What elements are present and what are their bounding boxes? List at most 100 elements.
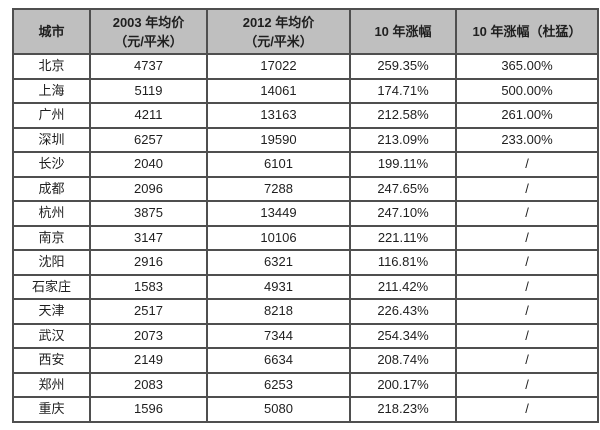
value-cell: /: [455, 200, 599, 227]
value-cell: 6257: [89, 126, 208, 153]
value-cell: 254.34%: [349, 322, 457, 349]
header-row: 城市 2003 年均价 （元/平米） 2012 年均价 （元/平米） 10 年涨幅 10 年…: [12, 8, 599, 55]
value-cell: 3875: [89, 200, 208, 227]
value-cell: /: [455, 224, 599, 251]
city-cell: 长沙: [12, 151, 91, 178]
value-cell: 259.35%: [349, 53, 457, 80]
city-cell: 沈阳: [12, 249, 91, 276]
city-cell: 广州: [12, 102, 91, 129]
column-header-line: 2003 年均价: [112, 14, 185, 30]
column-header-line: （元/平米）: [114, 33, 183, 49]
value-cell: 6634: [206, 347, 351, 374]
table-row: 广州 4211 13163 212.58% 261.00%: [12, 102, 599, 129]
value-cell: 2517: [89, 298, 208, 325]
value-cell: /: [455, 298, 599, 325]
value-cell: 7288: [206, 175, 351, 202]
table-row: 郑州 2083 6253 200.17% /: [12, 371, 599, 398]
column-header-2: 2003 年均价 （元/平米）: [89, 8, 208, 55]
city-cell: 天津: [12, 298, 91, 325]
value-cell: 212.58%: [349, 102, 457, 129]
city-cell: 南京: [12, 224, 91, 251]
column-header-line: 10 年涨幅（杜猛）: [472, 24, 582, 39]
column-header-line: 城市: [38, 24, 65, 39]
value-cell: 2149: [89, 347, 208, 374]
value-cell: /: [455, 347, 599, 374]
city-cell: 杭州: [12, 200, 91, 227]
value-cell: 199.11%: [349, 151, 457, 178]
value-cell: 2083: [89, 371, 208, 398]
value-cell: 19590: [206, 126, 351, 153]
value-cell: 208.74%: [349, 347, 457, 374]
value-cell: 174.71%: [349, 77, 457, 104]
value-cell: /: [455, 371, 599, 398]
value-cell: 500.00%: [455, 77, 599, 104]
table-row: 重庆 1596 5080 218.23% /: [12, 396, 599, 423]
value-cell: 2073: [89, 322, 208, 349]
value-cell: 226.43%: [349, 298, 457, 325]
value-cell: 17022: [206, 53, 351, 80]
city-cell: 北京: [12, 53, 91, 80]
value-cell: /: [455, 396, 599, 423]
table-row: 长沙 2040 6101 199.11% /: [12, 151, 599, 178]
table-row: 北京 4737 17022 259.35% 365.00%: [12, 53, 599, 80]
city-price-table: 城市 2003 年均价 （元/平米） 2012 年均价 （元/平米） 10 年涨幅 10 年…: [12, 8, 599, 423]
city-cell: 石家庄: [12, 273, 91, 300]
value-cell: 10106: [206, 224, 351, 251]
city-cell: 西安: [12, 347, 91, 374]
value-cell: 211.42%: [349, 273, 457, 300]
value-cell: 3147: [89, 224, 208, 251]
column-header-line: 2012 年均价: [242, 14, 315, 30]
value-cell: 4737: [89, 53, 208, 80]
value-cell: 213.09%: [349, 126, 457, 153]
value-cell: 8218: [206, 298, 351, 325]
value-cell: 261.00%: [455, 102, 599, 129]
value-cell: 2916: [89, 249, 208, 276]
table-row: 石家庄 1583 4931 211.42% /: [12, 273, 599, 300]
value-cell: 7344: [206, 322, 351, 349]
column-header-line: （元/平米）: [244, 33, 313, 49]
value-cell: /: [455, 322, 599, 349]
value-cell: 6253: [206, 371, 351, 398]
value-cell: 6101: [206, 151, 351, 178]
value-cell: 5119: [89, 77, 208, 104]
value-cell: 1583: [89, 273, 208, 300]
value-cell: 4211: [89, 102, 208, 129]
value-cell: /: [455, 175, 599, 202]
value-cell: 218.23%: [349, 396, 457, 423]
city-cell: 郑州: [12, 371, 91, 398]
table-row: 成都 2096 7288 247.65% /: [12, 175, 599, 202]
value-cell: 221.11%: [349, 224, 457, 251]
city-cell: 深圳: [12, 126, 91, 153]
value-cell: 200.17%: [349, 371, 457, 398]
table-row: 深圳 6257 19590 213.09% 233.00%: [12, 126, 599, 153]
value-cell: /: [455, 273, 599, 300]
price-table-container: 城市 2003 年均价 （元/平米） 2012 年均价 （元/平米） 10 年涨幅 10 年…: [12, 8, 599, 423]
value-cell: 247.10%: [349, 200, 457, 227]
value-cell: 13163: [206, 102, 351, 129]
value-cell: 247.65%: [349, 175, 457, 202]
value-cell: 4931: [206, 273, 351, 300]
column-header-3: 2012 年均价 （元/平米）: [206, 8, 351, 55]
table-row: 西安 2149 6634 208.74% /: [12, 347, 599, 374]
table-row: 南京 3147 10106 221.11% /: [12, 224, 599, 251]
table-header: 城市 2003 年均价 （元/平米） 2012 年均价 （元/平米） 10 年涨幅 10 年…: [12, 8, 599, 55]
value-cell: 1596: [89, 396, 208, 423]
table-row: 天津 2517 8218 226.43% /: [12, 298, 599, 325]
value-cell: 233.00%: [455, 126, 599, 153]
value-cell: /: [455, 249, 599, 276]
city-cell: 上海: [12, 77, 91, 104]
table-row: 武汉 2073 7344 254.34% /: [12, 322, 599, 349]
value-cell: 2096: [89, 175, 208, 202]
city-cell: 重庆: [12, 396, 91, 423]
value-cell: 14061: [206, 77, 351, 104]
value-cell: 365.00%: [455, 53, 599, 80]
column-header-1: 城市: [12, 8, 91, 55]
table-body: 北京 4737 17022 259.35% 365.00% 上海 5119 14061 174.…: [12, 53, 599, 423]
value-cell: 5080: [206, 396, 351, 423]
value-cell: 2040: [89, 151, 208, 178]
table-row: 上海 5119 14061 174.71% 500.00%: [12, 77, 599, 104]
city-cell: 武汉: [12, 322, 91, 349]
column-header-line: 10 年涨幅: [374, 24, 432, 39]
table-row: 沈阳 2916 6321 116.81% /: [12, 249, 599, 276]
value-cell: 116.81%: [349, 249, 457, 276]
